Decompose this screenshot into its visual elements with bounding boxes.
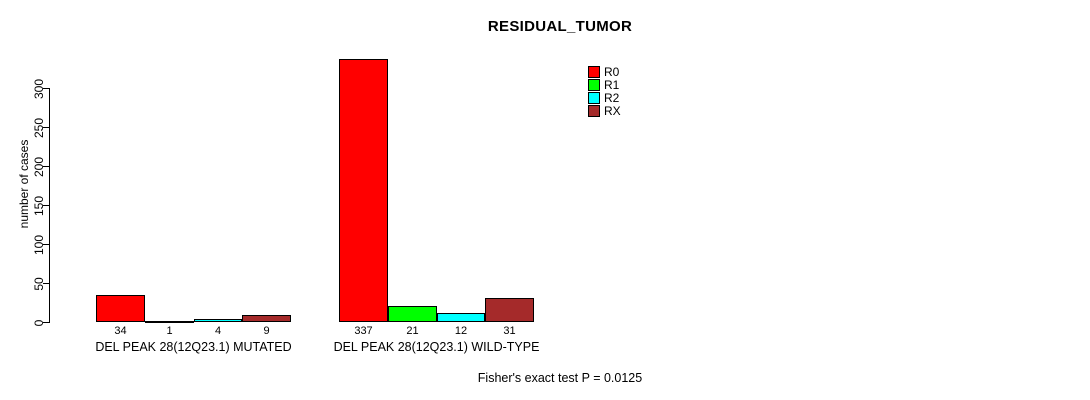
bar-value-label: 12 [454,325,468,337]
bar-value-label: 337 [354,325,373,337]
y-axis-tick [43,283,49,284]
x-axis-group-label: DEL PEAK 28(12Q23.1) MUTATED [95,340,292,354]
legend-swatch-rx [588,105,600,117]
y-axis-tick [43,88,49,89]
annotation-fisher-test: Fisher's exact test P = 0.0125 [477,371,643,385]
bar-value-label: 34 [114,325,127,337]
legend-swatch-r2 [588,92,600,104]
y-axis-tick-label: 0 [32,319,46,326]
bar-value-label: 21 [406,325,419,337]
x-axis-group-label: DEL PEAK 28(12Q23.1) WILD-TYPE [333,340,540,354]
bar-r0-group1 [96,295,145,322]
bar-r1-group1 [145,321,194,323]
y-axis-tick [43,166,49,167]
bar-rx-group2 [485,298,534,322]
y-axis-tick-label: 300 [32,78,46,99]
bar-value-label: 1 [166,325,173,337]
y-axis-tick-label: 250 [32,117,46,138]
y-axis-line [49,88,50,323]
bar-r1-group2 [388,306,437,322]
bar-r2-group1 [194,319,242,322]
y-axis-tick-label: 150 [32,195,46,216]
legend-swatch-r0 [588,66,600,78]
bar-rx-group1 [242,315,291,322]
y-axis-tick-label: 100 [32,234,46,255]
y-axis-tick-label: 200 [32,156,46,177]
bar-r2-group2 [437,313,485,322]
legend-swatch-r1 [588,79,600,91]
legend-label-r2: R2 [604,91,620,105]
y-axis-tick-label: 50 [32,276,46,291]
legend-label-r1: R1 [604,78,620,92]
y-axis-tick [43,244,49,245]
chart-title: RESIDUAL_TUMOR [487,18,633,35]
y-axis-label: number of cases [17,139,31,229]
bar-r0-group2 [339,59,388,322]
legend-label-rx: RX [604,104,621,118]
bar-value-label: 9 [263,325,270,337]
bar-value-label: 4 [214,325,222,337]
y-axis-tick [43,127,49,128]
bar-value-label: 31 [503,325,516,337]
y-axis-tick [43,322,49,323]
y-axis-tick [43,205,49,206]
legend-label-r0: R0 [604,65,620,79]
